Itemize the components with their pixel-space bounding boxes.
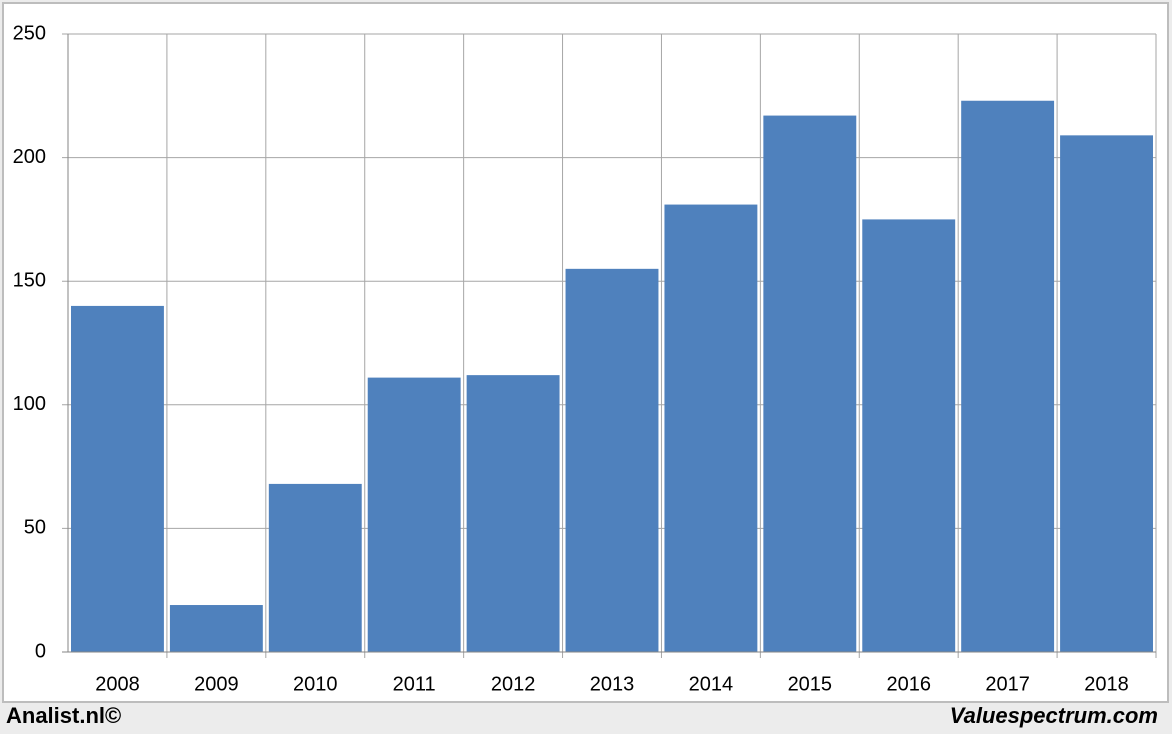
bar bbox=[1060, 135, 1153, 653]
x-tick-label: 2016 bbox=[886, 673, 931, 695]
footer-left: Analist.nl© bbox=[6, 703, 121, 728]
x-tick-label: 2015 bbox=[788, 673, 833, 695]
bar bbox=[862, 219, 956, 652]
bar bbox=[466, 375, 560, 652]
bar bbox=[268, 483, 362, 652]
x-tick-label: 2018 bbox=[1084, 673, 1129, 695]
bar bbox=[961, 100, 1055, 652]
footer-right: Valuespectrum.com bbox=[950, 703, 1158, 728]
y-tick-label: 250 bbox=[13, 22, 46, 44]
bar bbox=[565, 268, 659, 652]
x-tick-label: 2013 bbox=[590, 673, 635, 695]
y-tick-label: 100 bbox=[13, 393, 46, 415]
y-tick-label: 0 bbox=[35, 640, 46, 662]
x-tick-label: 2008 bbox=[95, 673, 140, 695]
x-tick-label: 2010 bbox=[293, 673, 338, 695]
bar bbox=[664, 204, 758, 652]
bar bbox=[367, 377, 461, 652]
x-tick-label: 2014 bbox=[689, 673, 734, 695]
x-tick-label: 2011 bbox=[393, 673, 436, 695]
bar bbox=[763, 115, 857, 653]
bar bbox=[169, 605, 263, 652]
bar bbox=[71, 305, 164, 652]
y-tick-label: 200 bbox=[13, 146, 46, 168]
x-tick-label: 2017 bbox=[985, 673, 1030, 695]
x-tick-label: 2009 bbox=[194, 673, 239, 695]
y-tick-label: 50 bbox=[24, 517, 46, 539]
x-tick-label: 2012 bbox=[491, 673, 536, 695]
y-tick-label: 150 bbox=[13, 269, 46, 291]
